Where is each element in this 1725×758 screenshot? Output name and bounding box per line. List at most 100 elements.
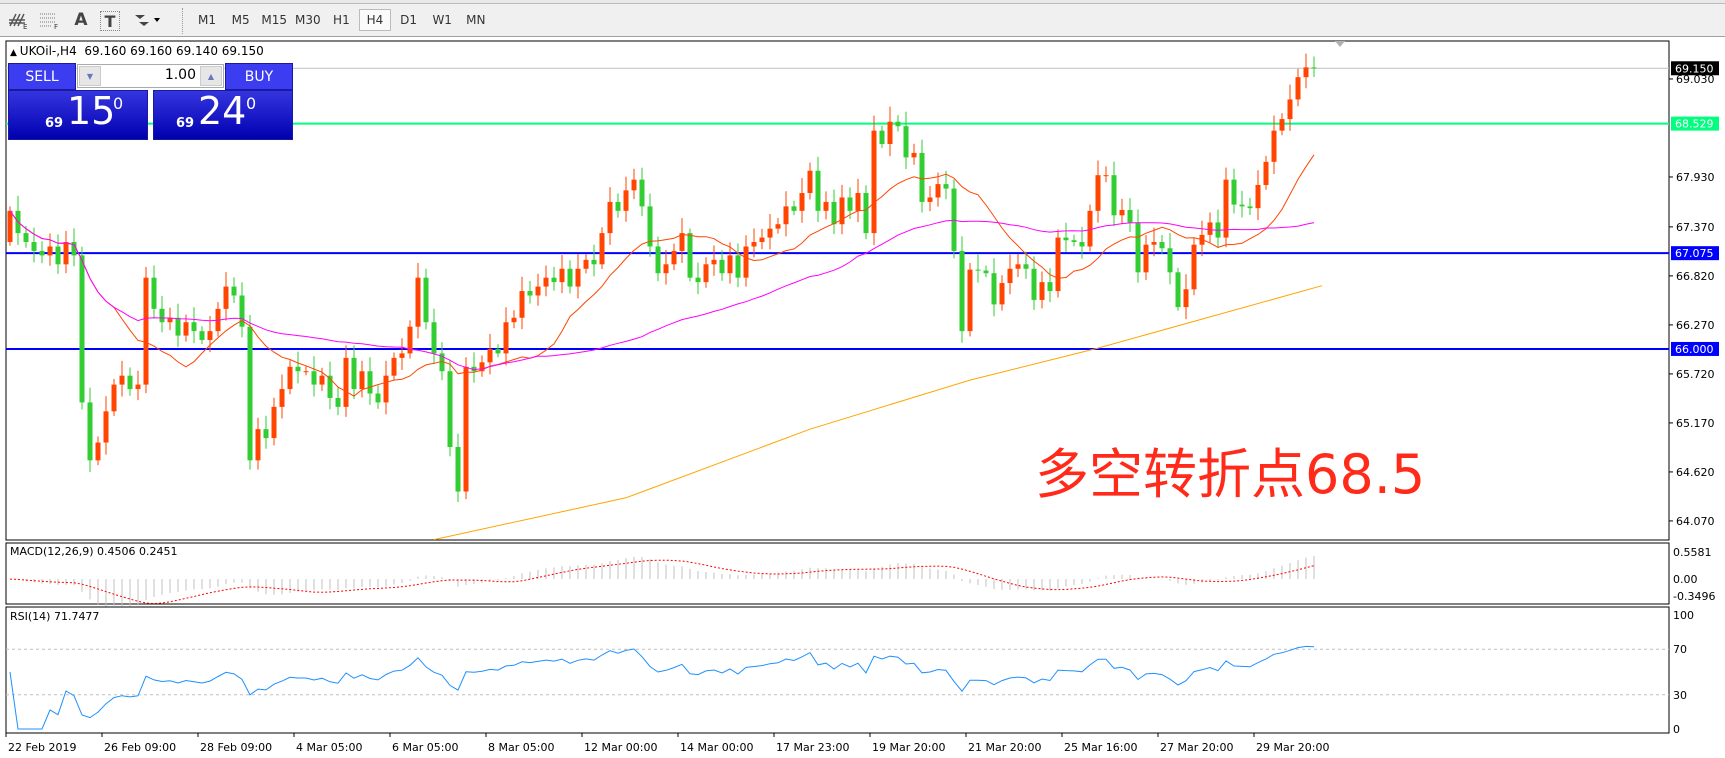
candle xyxy=(919,139,925,213)
chart-ohlc: 69.160 69.160 69.140 69.150 xyxy=(84,44,264,58)
candle xyxy=(535,273,541,306)
candle-body xyxy=(519,291,525,318)
text-icon[interactable]: A xyxy=(74,10,88,30)
candle xyxy=(855,178,861,223)
toolbar-separator xyxy=(182,8,185,34)
candle xyxy=(823,191,829,220)
candle-body xyxy=(263,429,269,439)
candle-body xyxy=(327,375,333,398)
lot-input[interactable]: 1.00 xyxy=(164,67,196,83)
candle xyxy=(1223,167,1229,248)
candle-body xyxy=(343,357,349,407)
candle xyxy=(55,234,61,274)
timeframe-mn-button[interactable]: MN xyxy=(466,13,486,27)
arrows-icon[interactable] xyxy=(130,8,164,32)
candle-body xyxy=(287,366,293,390)
candle-body xyxy=(663,264,669,274)
timeframe-m30-button[interactable]: M30 xyxy=(294,13,321,27)
candle-body xyxy=(335,397,341,407)
candle xyxy=(407,320,413,359)
candle xyxy=(815,156,821,222)
candle-body xyxy=(271,406,277,439)
candle xyxy=(351,345,357,400)
collapse-triangle-icon[interactable]: ▲ xyxy=(10,48,20,58)
sell-price-prefix: 69 xyxy=(45,116,64,131)
lot-increase-button[interactable]: ▲ xyxy=(200,66,222,86)
lot-stepper[interactable]: ▼ 1.00 ▲ xyxy=(77,64,224,88)
buy-price[interactable]: 69 24 0 xyxy=(153,89,293,140)
candle xyxy=(879,125,885,149)
candle-body xyxy=(1175,272,1181,308)
candle-body xyxy=(87,402,93,461)
buy-button[interactable]: BUY xyxy=(225,63,293,90)
candle xyxy=(951,179,957,259)
rsi-tick-label: 0 xyxy=(1673,723,1680,736)
window-top-strip xyxy=(0,0,1725,4)
level-label: 69.150 xyxy=(1675,62,1714,75)
candle-body xyxy=(535,286,541,296)
candle xyxy=(1279,113,1285,136)
chart-symbol: UKOil-,H4 xyxy=(19,44,77,58)
candle-body xyxy=(1143,244,1149,273)
candle xyxy=(575,253,581,299)
x-tick-label: 22 Feb 2019 xyxy=(8,741,76,754)
candle-body xyxy=(655,246,661,274)
candle xyxy=(119,360,125,397)
x-tick-label: 6 Mar 05:00 xyxy=(392,741,458,754)
sell-price[interactable]: 69 15 0 xyxy=(8,89,148,140)
candle-body xyxy=(207,331,213,341)
candle xyxy=(303,366,309,376)
candle xyxy=(343,345,349,417)
candle-body xyxy=(39,250,45,256)
candle xyxy=(447,359,453,457)
candle-body xyxy=(639,179,645,207)
candle-body xyxy=(487,348,493,363)
candle xyxy=(495,344,501,358)
lot-decrease-button[interactable]: ▼ xyxy=(79,66,101,86)
buy-price-big: 24 xyxy=(198,89,247,133)
timeframe-h4-button[interactable]: H4 xyxy=(359,9,391,31)
text-label-icon[interactable]: T xyxy=(100,11,120,31)
candle-body xyxy=(911,152,917,158)
candle-body xyxy=(975,269,981,271)
candle-body xyxy=(791,206,797,211)
y-tick-label: 66.820 xyxy=(1676,270,1715,283)
candle-body xyxy=(1311,67,1317,69)
candle xyxy=(359,360,365,398)
candle xyxy=(839,184,845,235)
candle-body xyxy=(1279,119,1285,131)
sell-price-sup: 0 xyxy=(113,94,124,113)
candle-body xyxy=(1055,237,1061,292)
candle xyxy=(1039,271,1045,309)
ma-mid-line xyxy=(9,210,1315,371)
candle xyxy=(175,303,181,347)
fibonacci-fan-icon[interactable]: F xyxy=(36,8,62,32)
timeframe-d1-button[interactable]: D1 xyxy=(400,13,418,27)
timeframe-h1-button[interactable]: H1 xyxy=(333,13,350,27)
candle-body xyxy=(887,121,893,145)
timeframe-m15-button[interactable]: M15 xyxy=(261,13,287,27)
candle-body xyxy=(399,353,405,358)
candle-body xyxy=(1079,242,1085,247)
candle xyxy=(775,218,781,234)
level-label: 67.075 xyxy=(1675,247,1714,260)
candle xyxy=(1047,268,1053,303)
candle xyxy=(831,189,837,235)
timeframe-w1-button[interactable]: W1 xyxy=(432,13,452,27)
sell-button[interactable]: SELL xyxy=(8,63,76,90)
candle-body xyxy=(407,326,413,354)
candle xyxy=(151,265,157,319)
timeframe-m1-button[interactable]: M1 xyxy=(198,13,216,27)
candle-body xyxy=(103,411,109,443)
candle-body xyxy=(463,366,469,492)
elliott-wave-icon[interactable]: E xyxy=(6,8,32,32)
candle xyxy=(1119,198,1125,225)
candle-body xyxy=(359,371,365,390)
timeframe-m5-button[interactable]: M5 xyxy=(231,13,250,27)
candle xyxy=(1183,274,1189,320)
candle xyxy=(191,307,197,344)
candle xyxy=(199,326,205,344)
candle-body xyxy=(751,242,757,247)
chart-shift-marker-icon xyxy=(1335,41,1345,47)
chart-header: ▲ UKOil-,H4 69.160 69.160 69.140 69.150 xyxy=(10,44,264,58)
